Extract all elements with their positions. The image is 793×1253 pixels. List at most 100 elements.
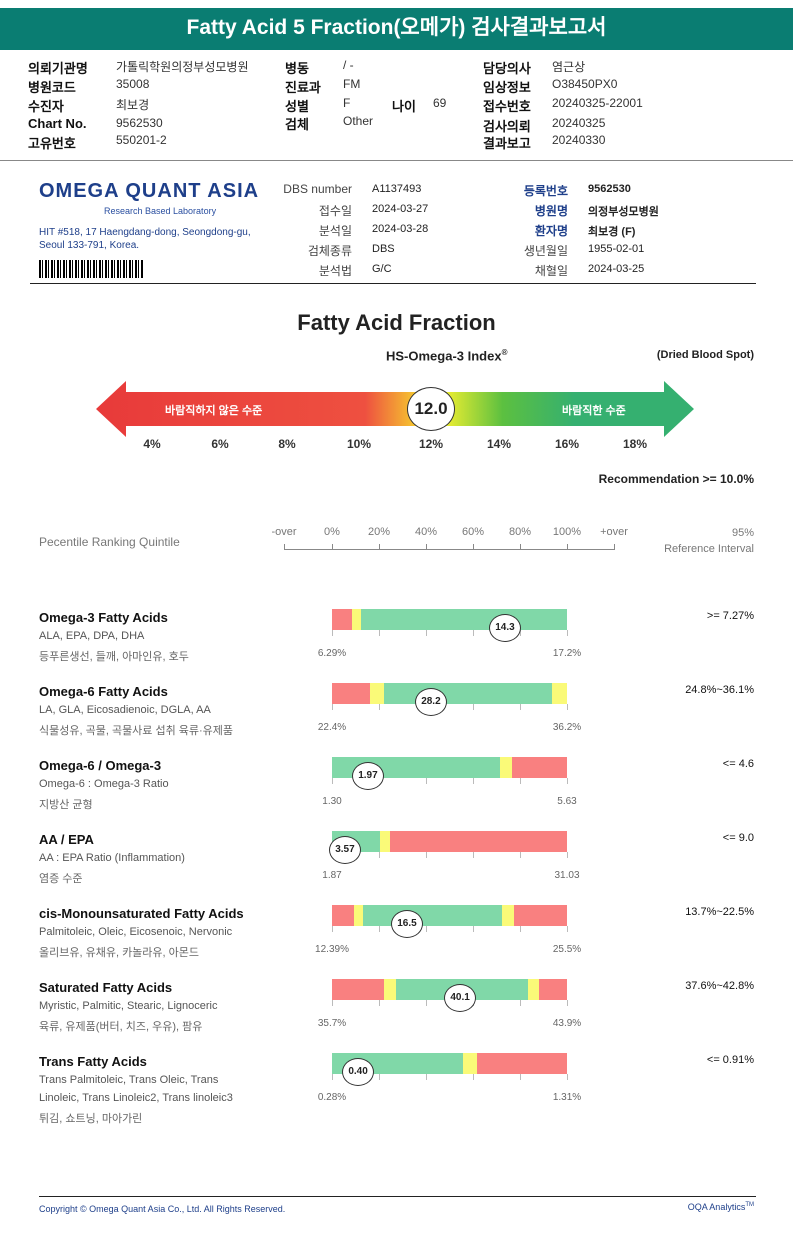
field-value: 35008 bbox=[116, 77, 150, 91]
field-label: 등록번호 bbox=[523, 184, 568, 198]
reference-interval: 13.7%~22.5% bbox=[685, 906, 754, 918]
bar-segment-red bbox=[513, 905, 567, 926]
field-label: 고유번호 bbox=[28, 136, 76, 151]
field-value: 의정부성모병원 bbox=[588, 206, 659, 218]
field-value: 최보경 bbox=[116, 98, 150, 112]
reference-interval: >= 7.27% bbox=[706, 610, 754, 622]
range-max: 17.2% bbox=[552, 648, 582, 659]
field-value: / - bbox=[343, 58, 354, 72]
field-label: 병원코드 bbox=[28, 80, 76, 95]
row-food-sources: 육류, 유제품(버터, 치즈, 우유), 팜유 bbox=[39, 1021, 203, 1033]
value-marker: 0.40 bbox=[342, 1058, 375, 1086]
bar-tick bbox=[567, 926, 568, 932]
row-subtitle: Linoleic, Trans Linoleic2, Trans linolei… bbox=[39, 1092, 233, 1104]
bar-segment-green bbox=[360, 609, 567, 630]
index-value-marker: 12.0 bbox=[407, 387, 455, 431]
bar-tick bbox=[426, 1074, 427, 1080]
field-label: 병동 bbox=[285, 61, 309, 76]
field-label: 임상정보 bbox=[483, 80, 531, 95]
registered-mark: ® bbox=[501, 348, 508, 357]
bar-tick bbox=[473, 1074, 474, 1080]
field-label: 의뢰기관명 bbox=[28, 61, 88, 76]
bar-segment-yellow bbox=[527, 979, 539, 1000]
axis-tick bbox=[567, 544, 568, 550]
gauge-tick-label: 8% bbox=[278, 437, 296, 451]
lab-logo: OMEGA QUANT ASIA bbox=[39, 180, 260, 202]
reference-interval: <= 0.91% bbox=[706, 1054, 754, 1066]
row-food-sources: 지방산 균형 bbox=[39, 799, 93, 811]
bar-segment-red bbox=[332, 905, 355, 926]
axis-tick-label: 20% bbox=[367, 526, 391, 538]
row-subtitle: Myristic, Palmitic, Stearic, Lignoceric bbox=[39, 1000, 218, 1012]
axis-tick bbox=[473, 544, 474, 550]
index-title: HS-Omega-3 Index® bbox=[386, 348, 508, 363]
lab-address: HIT #518, 17 Haengdang-dong, Seongdong-g… bbox=[39, 227, 251, 238]
field-value: O38450PX0 bbox=[552, 77, 618, 91]
row-food-sources: 올리브유, 유채유, 카놀라유, 아몬드 bbox=[39, 947, 200, 959]
bar-tick bbox=[473, 630, 474, 636]
bar-segment-red bbox=[332, 609, 352, 630]
bar-segment-yellow bbox=[379, 831, 391, 852]
field-label: 병원명 bbox=[534, 204, 568, 218]
value-marker: 40.1 bbox=[444, 984, 477, 1012]
range-min: 0.28% bbox=[317, 1092, 347, 1103]
sample-type: (Dried Blood Spot) bbox=[656, 349, 754, 361]
row-name: Omega-6 / Omega-3 bbox=[39, 758, 162, 773]
row-subtitle: Trans Palmitoleic, Trans Oleic, Trans bbox=[39, 1074, 219, 1086]
percentile-bar bbox=[332, 831, 567, 852]
field-value: 2024-03-28 bbox=[372, 223, 429, 235]
bar-tick bbox=[520, 778, 521, 784]
field-label: 분석법 bbox=[318, 264, 352, 278]
bar-segment-yellow bbox=[500, 757, 512, 778]
field-label: 나이 bbox=[392, 99, 416, 114]
gauge-tick-label: 14% bbox=[486, 437, 512, 451]
gauge-tick-label: 18% bbox=[622, 437, 648, 451]
field-value: 550201-2 bbox=[116, 133, 167, 147]
field-value: 1955-02-01 bbox=[588, 243, 645, 255]
range-max: 43.9% bbox=[552, 1018, 582, 1029]
bar-segment-red bbox=[390, 831, 567, 852]
row-subtitle: LA, GLA, Eicosadienoic, DGLA, AA bbox=[39, 704, 211, 716]
axis-tick-label: 0% bbox=[324, 526, 340, 538]
section-title: Fatty Acid Fraction bbox=[297, 310, 496, 335]
bar-segment-green bbox=[363, 905, 502, 926]
range-min: 22.4% bbox=[317, 722, 347, 733]
field-value: 9562530 bbox=[116, 116, 163, 130]
value-marker: 3.57 bbox=[328, 836, 361, 864]
footer-brand-text: OQA Analytics bbox=[687, 1202, 746, 1212]
field-value: 가톨릭학원의정부성모병원 bbox=[116, 60, 249, 74]
axis-tick-label: 60% bbox=[461, 526, 485, 538]
gauge-tick-label: 10% bbox=[346, 437, 372, 451]
omega3-index-gauge bbox=[96, 381, 694, 437]
bar-tick bbox=[379, 1074, 380, 1080]
percentile-bar bbox=[332, 609, 567, 630]
field-value: FM bbox=[343, 77, 361, 91]
percentile-bar bbox=[332, 683, 567, 704]
axis-tick bbox=[426, 544, 427, 550]
field-label: 접수번호 bbox=[483, 99, 531, 114]
bar-tick bbox=[426, 630, 427, 636]
field-value: 69 bbox=[433, 96, 447, 110]
ranking-label: Pecentile Ranking Quintile bbox=[39, 535, 180, 549]
divider bbox=[30, 283, 756, 284]
bar-segment-yellow bbox=[501, 905, 514, 926]
bar-tick bbox=[567, 852, 568, 858]
bar-tick bbox=[567, 630, 568, 636]
reference-interval: <= 9.0 bbox=[722, 832, 754, 844]
axis-tick bbox=[332, 544, 333, 550]
field-label: 환자명 bbox=[534, 224, 568, 238]
gauge-tick-label: 12% bbox=[418, 437, 444, 451]
row-name: Trans Fatty Acids bbox=[39, 1054, 147, 1069]
lab-tagline: Research Based Laboratory bbox=[104, 206, 217, 216]
row-name: Saturated Fatty Acids bbox=[39, 980, 173, 995]
axis-tick bbox=[520, 544, 521, 550]
value-marker: 14.3 bbox=[488, 614, 521, 642]
bar-tick bbox=[567, 1000, 568, 1006]
range-max: 5.63 bbox=[557, 796, 577, 807]
axis-tick-label: 80% bbox=[508, 526, 532, 538]
bar-segment-yellow bbox=[462, 1053, 477, 1074]
field-value: 9562530 bbox=[588, 183, 631, 195]
bar-tick bbox=[332, 1074, 333, 1080]
copyright: Copyright © Omega Quant Asia Co., Ltd. A… bbox=[39, 1204, 286, 1214]
field-label: 채혈일 bbox=[534, 264, 568, 278]
